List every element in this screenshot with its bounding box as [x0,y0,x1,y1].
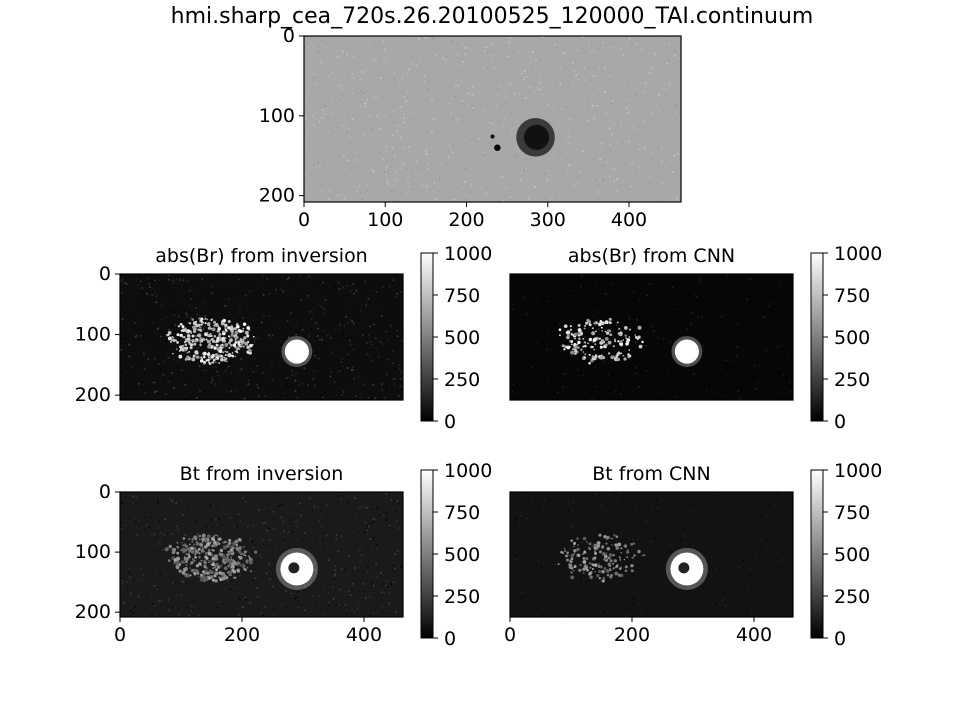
colorbar-bt-inversion: 0 250 500 750 1000 [420,460,492,650]
colorbar-tick-label: 250 [444,369,480,391]
axes-frame [509,491,794,618]
plage-marker [557,533,646,583]
colorbar-tick-label: 250 [834,586,870,608]
panel-title: abs(Br) from inversion [155,245,367,267]
y-tick-label: 100 [259,105,295,127]
y-tick-label: 0 [99,481,111,503]
x-tick-label: 0 [114,624,126,646]
y-tick-label: 200 [75,601,111,623]
pore-marker [490,134,495,139]
colorbar-tick-label: 500 [444,544,480,566]
panel-title: Bt from CNN [592,463,710,485]
colorbar-tick-label: 1000 [834,243,882,265]
x-tick-label: 300 [530,209,566,231]
colorbar-tick-label: 0 [834,411,846,433]
image-bt-cnn [510,492,793,617]
y-tick-label: 100 [75,541,111,563]
colorbar-gradient [420,469,434,639]
x-tick-label: 100 [367,209,403,231]
y-tick-label: 0 [283,25,295,47]
plage-marker [164,533,258,583]
colorbar-tick-label: 0 [834,628,846,650]
image-bt-inversion [120,492,403,617]
y-tick-label: 0 [99,263,111,285]
image-absbr-cnn [510,274,793,400]
axes-frame [119,273,404,401]
colorbar-tick-label: 500 [834,327,870,349]
colorbar-tick-label: 1000 [444,243,492,265]
pore-marker [494,144,501,151]
panel-bt-cnn: Bt from CNN 0 200 400 0 250 500 750 1000 [504,460,882,650]
sunspot-marker [275,547,318,590]
panel-absbr-inversion: abs(Br) from inversion 0 100 200 0 250 500 750 1… [75,243,493,433]
colorbar-tick-label: 1000 [834,460,882,482]
colorbar-absbr-inversion: 0 250 500 750 1000 [420,243,492,433]
y-tick-label: 200 [75,384,111,406]
figure-title: hmi.sharp_cea_720s.26.20100525_120000_TA… [171,4,814,29]
colorbar-tick-label: 750 [834,502,870,524]
colorbar-tick-label: 750 [444,285,480,307]
x-tick-label: 0 [504,624,516,646]
colorbar-tick-label: 500 [444,327,480,349]
x-tick-label: 200 [448,209,484,231]
image-continuum [304,36,681,202]
colorbar-tick-label: 1000 [444,460,492,482]
sunspot-marker [665,547,708,590]
colorbar-absbr-cnn: 0 250 500 750 1000 [810,243,882,433]
colorbar-gradient [810,252,824,422]
colorbar-tick-label: 250 [444,586,480,608]
axes-frame [119,491,404,618]
colorbar-tick-label: 750 [444,502,480,524]
colorbar-tick-label: 750 [834,285,870,307]
axes-frame [303,35,682,203]
panel-title: Bt from inversion [180,463,344,485]
panel-absbr-cnn: abs(Br) from CNN 0 250 500 750 1000 [509,243,882,433]
x-tick-label: 0 [298,209,310,231]
x-tick-label: 400 [346,624,382,646]
panel-title: abs(Br) from CNN [568,245,735,267]
x-tick-label: 200 [224,624,260,646]
axes-frame [509,273,794,401]
plage-marker [166,317,255,366]
colorbar-bt-cnn: 0 250 500 750 1000 [810,460,882,650]
image-absbr-inversion [120,274,403,400]
y-tick-label: 200 [259,185,295,207]
sunspot-marker [671,336,703,367]
colorbar-tick-label: 250 [834,369,870,391]
y-tick-label: 100 [75,324,111,346]
x-tick-label: 400 [736,624,772,646]
sunspot-marker [281,336,313,367]
x-tick-label: 200 [614,624,650,646]
x-tick-label: 400 [611,209,647,231]
colorbar-tick-label: 0 [444,628,456,650]
sunspot-umbra [523,124,550,150]
colorbar-gradient [810,469,824,639]
plage-marker [558,317,644,365]
colorbar-gradient [420,252,434,422]
colorbar-tick-label: 500 [834,544,870,566]
colorbar-tick-label: 0 [444,411,456,433]
